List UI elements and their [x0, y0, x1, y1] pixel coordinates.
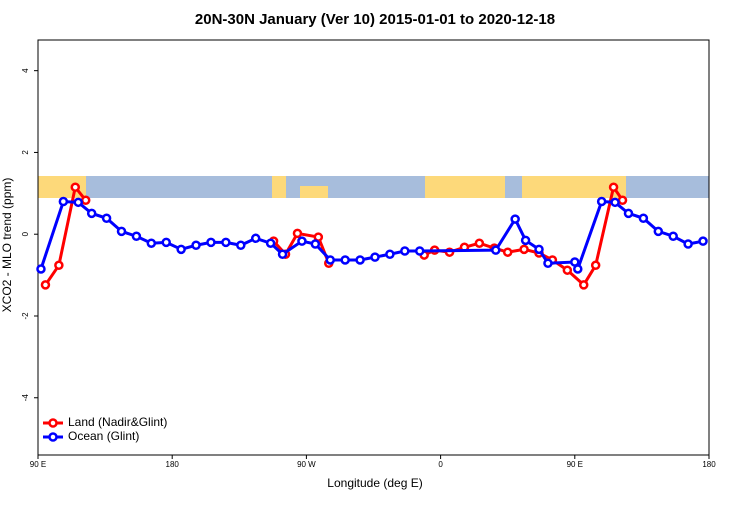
point — [683, 239, 693, 249]
point — [54, 260, 64, 271]
plot-frame — [37, 39, 710, 456]
point — [519, 244, 529, 255]
point — [58, 196, 69, 207]
point — [265, 238, 276, 248]
point — [250, 233, 261, 244]
point — [414, 246, 425, 256]
point — [623, 208, 634, 219]
x-tick-label: 90 E — [567, 460, 583, 469]
point — [668, 231, 678, 242]
point — [370, 252, 380, 262]
point — [206, 237, 216, 248]
point — [236, 240, 246, 251]
point — [400, 246, 410, 256]
point — [562, 265, 573, 275]
x-tick-label: 90 E — [30, 460, 46, 469]
point — [80, 195, 91, 206]
point — [608, 182, 619, 192]
point — [510, 214, 520, 224]
chart-title: 20N-30N January (Ver 10) 2015-01-01 to 2… — [195, 11, 555, 28]
point — [297, 236, 307, 246]
x-tick-label: 0 — [438, 460, 443, 469]
point — [590, 260, 601, 271]
point — [617, 195, 628, 206]
point — [221, 237, 231, 248]
point — [86, 208, 97, 219]
point — [385, 249, 395, 259]
point — [638, 213, 649, 224]
point — [116, 226, 127, 237]
point — [310, 239, 321, 249]
point — [543, 258, 553, 268]
point — [40, 280, 51, 290]
point — [698, 236, 708, 246]
point — [161, 237, 171, 248]
point — [596, 196, 607, 207]
y-tick-label: 0 — [21, 231, 30, 236]
y-axis-label: XCO2 - MLO trend (ppm) — [0, 178, 14, 313]
point — [73, 197, 84, 208]
point — [520, 235, 531, 246]
point — [340, 255, 350, 265]
legend-label: Ocean (Glint) — [68, 429, 139, 443]
point — [191, 240, 201, 251]
y-tick-label: -4 — [21, 394, 30, 402]
y-tick-label: -2 — [21, 312, 30, 320]
legend-label: Land (Nadir&Glint) — [68, 415, 167, 429]
point — [101, 213, 112, 224]
point — [176, 244, 186, 255]
point — [131, 231, 142, 242]
map-band — [38, 176, 709, 198]
legend-marker — [48, 418, 58, 428]
point — [36, 264, 46, 274]
point — [325, 255, 336, 265]
point — [534, 244, 544, 255]
point — [474, 238, 485, 248]
point — [146, 238, 157, 248]
point — [277, 249, 288, 259]
point — [502, 247, 513, 257]
x-tick-label: 180 — [702, 460, 716, 469]
x-tick-label: 90 W — [297, 460, 316, 469]
y-tick-label: 4 — [21, 68, 30, 73]
point — [70, 182, 81, 192]
point — [573, 264, 583, 274]
legend-marker — [48, 432, 58, 442]
point — [610, 197, 620, 208]
point — [653, 226, 664, 237]
point — [355, 255, 365, 265]
point — [491, 245, 501, 255]
point — [578, 280, 589, 290]
point — [292, 228, 303, 239]
y-tick-label: 2 — [21, 150, 30, 155]
x-axis-label: Longitude (deg E) — [327, 476, 422, 490]
x-tick-label: 180 — [166, 460, 180, 469]
